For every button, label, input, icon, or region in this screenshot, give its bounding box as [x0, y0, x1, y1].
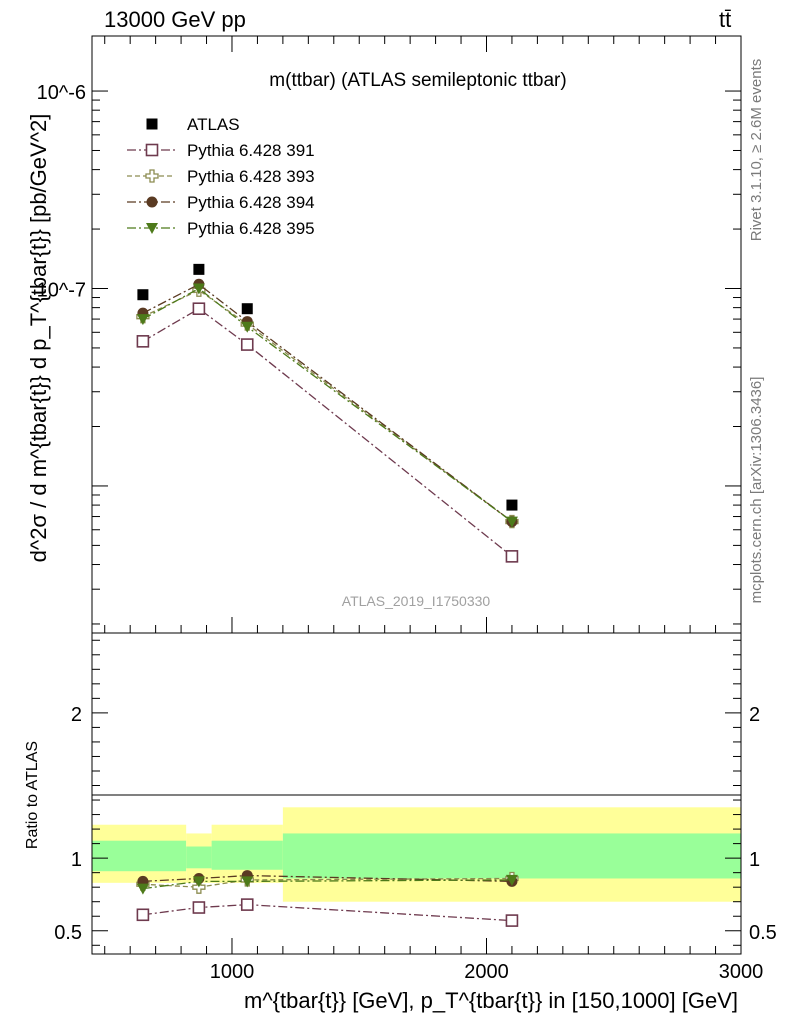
data-point-4-0 — [136, 314, 149, 326]
data-point-0-0 — [137, 289, 149, 301]
main-y-tick-label: 10^-7 — [37, 279, 86, 301]
legend-marker-2 — [145, 169, 159, 183]
ratio-y-tick-label-left: 0.5 — [54, 922, 82, 944]
analysis-watermark: ATLAS_2019_I1750330 — [342, 593, 491, 609]
ratio-y-tick-label-left: 2 — [71, 704, 82, 726]
stat-uncertainty-band — [211, 840, 283, 870]
data-point-4-3 — [505, 516, 518, 528]
series-line-2 — [142, 289, 513, 523]
legend-label-0: ATLAS — [187, 115, 240, 134]
data-point-1-0 — [136, 335, 150, 348]
data-point-4-2 — [241, 321, 254, 333]
ratio-y-tick-label-right: 1 — [749, 849, 760, 871]
ratio-line-1 — [142, 877, 512, 888]
x-tick-label: 1000 — [210, 961, 255, 983]
main-y-ticks: 10^-710^-610^-5 — [37, 82, 741, 625]
data-point-1-3 — [505, 550, 519, 563]
legend-label-4: Pythia 6.428 395 — [187, 219, 315, 238]
ratio-y-ticks: 0.5 0.5 1 1 2 2 — [54, 639, 777, 946]
stat-uncertainty-band — [186, 846, 212, 869]
x-axis-label: m^{tbar{t}} [GeV], p_T^{tbar{t}} in [150… — [244, 988, 738, 1013]
stat-uncertainty-band — [282, 833, 741, 879]
legend-label-3: Pythia 6.428 394 — [187, 193, 315, 212]
legend-marker-4 — [146, 223, 158, 234]
legend-marker-0 — [146, 118, 158, 130]
ratio-point-0-2 — [240, 898, 254, 911]
ratio-point-3-2 — [241, 876, 254, 888]
data-point-1-2 — [240, 338, 254, 351]
mcplots-reference-label: mcplots.cern.ch [arXiv:1306.3436] — [748, 377, 765, 604]
main-series-group — [136, 263, 519, 563]
data-point-0-3 — [506, 499, 518, 511]
data-point-0-2 — [241, 303, 253, 315]
ratio-bands — [92, 807, 741, 902]
x-axis-ticks: 1000 2000 3000 — [104, 36, 764, 983]
ratio-line-3 — [142, 879, 512, 890]
data-point-0-1 — [193, 263, 205, 275]
ratio-point-3-3 — [505, 874, 518, 886]
legend-marker-3 — [146, 196, 158, 208]
ratio-point-0-0 — [136, 908, 150, 922]
series-line-4 — [142, 287, 513, 523]
legend-label-2: Pythia 6.428 393 — [187, 167, 315, 186]
main-y-axis-label: d^2σ / d m^{tbar{t}} d p_T^{tbar{t}} [pb… — [26, 114, 51, 563]
header-collision-label: 13000 GeV pp — [104, 7, 246, 32]
ratio-y-tick-label-right: 0.5 — [749, 922, 777, 944]
legend-marker-1 — [145, 143, 159, 157]
data-point-1-1 — [192, 302, 206, 316]
ratio-y-axis-label: Ratio to ATLAS — [24, 741, 41, 849]
stat-uncertainty-band — [92, 840, 187, 872]
x-tick-label: 2000 — [464, 961, 509, 983]
chart-title: m(ttbar) (ATLAS semileptonic ttbar) — [269, 70, 566, 91]
ratio-line-0 — [142, 903, 512, 922]
data-point-4-1 — [192, 283, 205, 295]
x-tick-label: 3000 — [719, 961, 764, 983]
ratio-point-0-3 — [505, 914, 519, 927]
ratio-frame — [91, 632, 742, 955]
header-process-label: tt̄ — [719, 7, 731, 32]
legend: ATLAS Pythia 6.428 391 Pythia 6.428 393 Pyt… — [127, 115, 315, 238]
ratio-y-tick-label-right: 2 — [749, 704, 760, 726]
legend-label-1: Pythia 6.428 391 — [187, 141, 315, 160]
ratio-series-group — [136, 870, 519, 927]
ratio-point-3-1 — [192, 876, 205, 888]
ratio-point-0-1 — [192, 901, 206, 914]
main-y-tick-label: 10^-6 — [37, 82, 86, 104]
series-line-1 — [142, 307, 513, 557]
rivet-version-label: Rivet 3.1.10, ≥ 2.6M events — [748, 59, 765, 242]
ratio-y-tick-label-left: 1 — [71, 849, 82, 871]
series-line-3 — [142, 283, 513, 523]
ratio-line-2 — [142, 874, 512, 883]
ratio-point-3-0 — [136, 883, 149, 895]
